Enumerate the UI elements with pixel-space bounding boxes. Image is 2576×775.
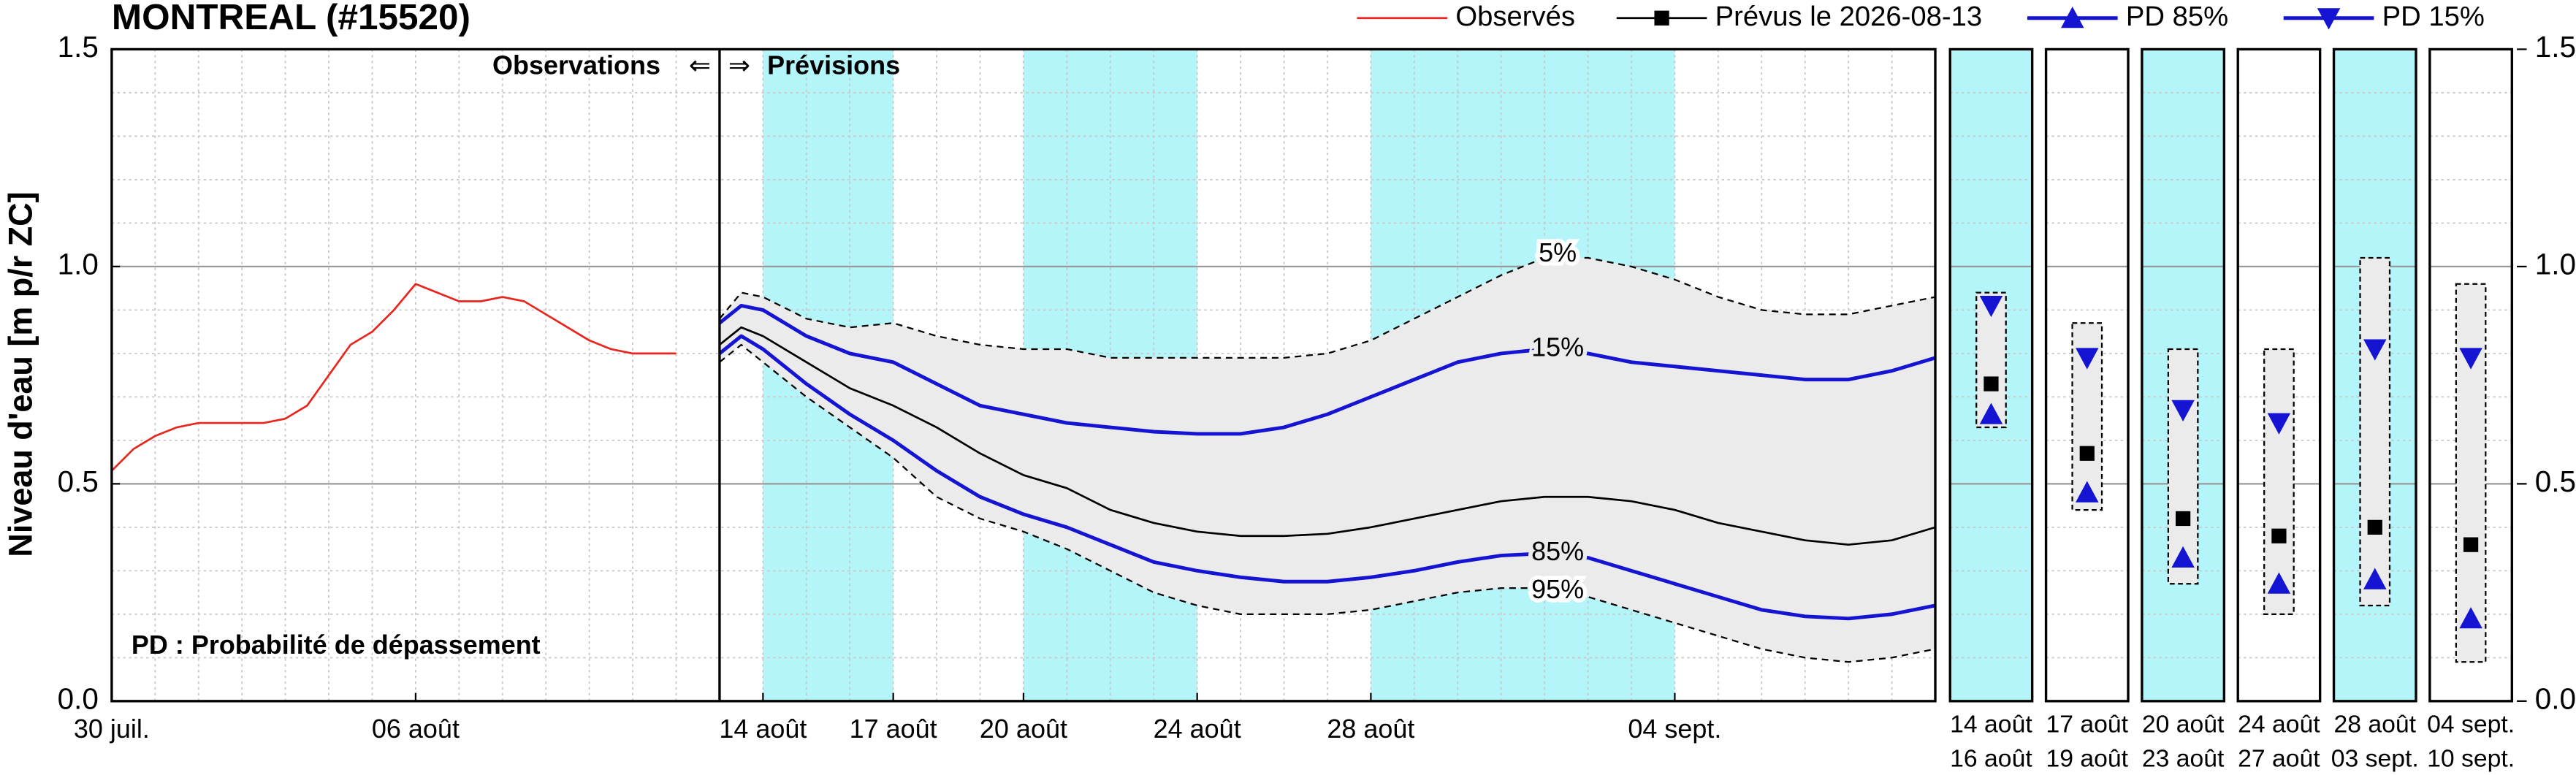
summary-pd85 — [1979, 402, 2003, 424]
annotation: Prévisions — [767, 50, 900, 80]
summary-frame — [2428, 47, 2513, 703]
summary-range — [2455, 283, 2487, 663]
series-line — [110, 283, 677, 472]
summary-end-label: 16 août — [1950, 745, 2032, 773]
summary-frame — [2332, 47, 2417, 703]
legend-marker — [2061, 6, 2084, 28]
x-tick-label: 17 août — [850, 714, 937, 744]
y-tick-label-right: 0.5 — [2535, 465, 2576, 498]
summary-end-label: 03 sept. — [2331, 745, 2419, 773]
series-line — [718, 334, 1936, 621]
summary-forecast — [2367, 519, 2382, 535]
y-axis-label: Niveau d'eau [m p/r ZC] — [1, 191, 39, 557]
summary-end-label: 23 août — [2142, 745, 2225, 773]
series-line — [719, 343, 1936, 663]
summary-frame — [1948, 47, 2034, 703]
summary-pd15 — [2363, 339, 2387, 361]
legend-label: PD 85% — [2126, 1, 2228, 32]
y-tick-label: 1.0 — [58, 248, 99, 281]
curve-label: 85% — [1531, 536, 1584, 566]
curve-label: 95% — [1531, 574, 1584, 604]
summary-frame — [2044, 47, 2130, 703]
summary-pd85 — [2267, 572, 2291, 594]
summary-frame — [2141, 47, 2226, 703]
summary-range — [2167, 348, 2199, 585]
summary-pd15 — [1979, 295, 2003, 318]
series-line — [718, 303, 1936, 436]
summary-start-label: 04 sept. — [2427, 710, 2515, 738]
y-tick-label: 0.5 — [58, 465, 99, 498]
chart-title: MONTREAL (#15520) — [112, 0, 470, 37]
summary-range — [2263, 348, 2295, 615]
summary-end-label: 10 sept. — [2427, 745, 2515, 773]
summary-pd85 — [2363, 568, 2387, 589]
x-tick-label: 30 juil. — [74, 714, 150, 744]
summary-forecast — [2271, 528, 2287, 543]
annotation-note: PD : Probabilité de dépassement — [132, 630, 541, 660]
summary-pd85 — [2171, 546, 2195, 568]
annotation: Observations — [492, 50, 660, 80]
x-tick-label: 06 août — [372, 714, 460, 744]
y-tick-label: 0.0 — [58, 682, 99, 716]
summary-forecast — [2463, 537, 2479, 552]
summary-pd15 — [2459, 348, 2482, 370]
summary-frame — [2236, 47, 2322, 703]
summary-range — [2359, 256, 2391, 607]
curve-label: 15% — [1531, 332, 1584, 362]
summary-pd15 — [2171, 400, 2195, 421]
y-tick-label: 1.5 — [58, 30, 99, 64]
legend-marker — [2317, 8, 2341, 30]
summary-start-label: 24 août — [2238, 710, 2320, 738]
legend-label: Prévus le 2026-08-13 — [1715, 1, 1983, 32]
legend-marker — [1654, 10, 1669, 26]
summary-end-label: 27 août — [2238, 745, 2320, 773]
summary-forecast — [1984, 376, 1999, 392]
x-tick-label: 14 août — [719, 714, 807, 744]
summary-pd85 — [2076, 481, 2099, 503]
y-tick-label-right: 0.0 — [2535, 682, 2576, 716]
summary-start-label: 20 août — [2142, 710, 2225, 738]
series-line — [719, 326, 1936, 546]
summary-end-label: 19 août — [2046, 745, 2129, 773]
curve-label: 5% — [1539, 237, 1577, 267]
legend-label: Observés — [1455, 1, 1575, 32]
summary-forecast — [2079, 446, 2095, 461]
y-tick-label-right: 1.0 — [2535, 248, 2576, 281]
series-line — [719, 256, 1936, 359]
x-tick-label: 28 août — [1327, 714, 1414, 744]
x-tick-label: 04 sept. — [1628, 714, 1721, 744]
summary-start-label: 17 août — [2046, 710, 2129, 738]
annotation: ⇒ — [728, 50, 750, 80]
summary-forecast — [2175, 511, 2191, 527]
y-tick-label-right: 1.5 — [2535, 30, 2576, 64]
legend-label: PD 15% — [2382, 1, 2485, 32]
summary-pd85 — [2459, 607, 2482, 629]
summary-start-label: 14 août — [1950, 710, 2032, 738]
summary-pd15 — [2076, 348, 2099, 370]
x-tick-label: 24 août — [1154, 714, 1241, 744]
summary-pd15 — [2267, 413, 2291, 435]
summary-start-label: 28 août — [2333, 710, 2416, 738]
annotation: ⇐ — [689, 50, 711, 80]
confidence-band — [719, 258, 1935, 663]
x-tick-label: 20 août — [980, 714, 1067, 744]
